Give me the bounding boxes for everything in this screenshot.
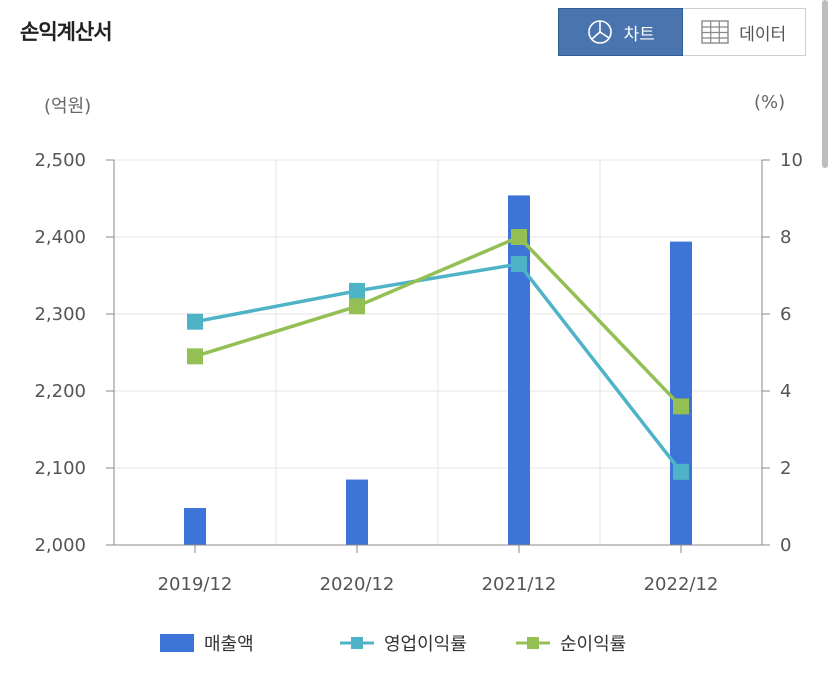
marker-net-margin <box>187 348 203 365</box>
legend-item-net-margin[interactable]: 순이익률 <box>516 630 626 656</box>
left-axis-unit: (억원) <box>44 96 92 117</box>
marker-net-margin <box>511 229 527 245</box>
right-axis-tick-label: 10 <box>780 150 803 171</box>
legend: 매출액 영업이익률 순이익률 <box>0 630 828 658</box>
page-title: 손익계산서 <box>20 20 113 44</box>
right-axis-tick-label: 0 <box>780 535 791 556</box>
right-axis-tick-label: 8 <box>780 227 791 248</box>
left-axis-tick-label: 2,400 <box>34 227 86 248</box>
chart-tab-label: 차트 <box>623 24 655 45</box>
marker-operating-margin <box>187 313 203 330</box>
line-operating-margin <box>194 262 683 473</box>
data-tab[interactable]: 데이터 <box>682 8 806 56</box>
x-axis-tick-label: 2022/12 <box>644 574 719 595</box>
x-axis-tick-label: 2019/12 <box>158 574 233 595</box>
view-toggle: 차트 데이터 <box>558 8 806 56</box>
right-axis-tick-label: 6 <box>780 304 791 325</box>
left-axis-tick-label: 2,000 <box>34 535 86 556</box>
bar-sales <box>184 508 206 545</box>
bar-sales <box>670 241 692 545</box>
pie-chart-icon <box>587 20 612 44</box>
left-axis-tick-label: 2,200 <box>34 381 86 402</box>
scrollbar[interactable] <box>822 0 828 168</box>
x-axis-tick-label: 2020/12 <box>320 574 395 595</box>
legend-label-sales: 매출액 <box>204 634 254 655</box>
legend-swatch-net <box>516 637 550 649</box>
legend-label-operating-margin: 영업이익률 <box>384 634 467 655</box>
left-axis-tick-label: 2,300 <box>34 304 86 325</box>
bar-sales <box>346 479 368 545</box>
legend-swatch-bar <box>160 634 194 652</box>
chart-plot: 2,000 0 2,100 2 2,200 4 2,300 6 2,400 8 2,500 10 201… <box>34 150 803 595</box>
marker-net-margin <box>349 298 365 315</box>
marker-operating-margin <box>349 282 365 299</box>
right-axis-tick-label: 4 <box>780 381 791 402</box>
legend-label-net-margin: 순이익률 <box>560 634 627 655</box>
right-axis-unit: (%) <box>754 92 786 113</box>
line-net-margin <box>194 235 683 408</box>
bar-sales <box>508 195 530 546</box>
left-axis-tick-label: 2,100 <box>34 458 86 479</box>
legend-item-operating-margin[interactable]: 영업이익률 <box>340 630 467 656</box>
right-axis-tick-label: 2 <box>780 458 791 479</box>
legend-item-sales[interactable]: 매출액 <box>160 630 254 656</box>
left-axis-tick-label: 2,500 <box>34 150 86 171</box>
x-axis-tick-label: 2021/12 <box>482 574 557 595</box>
marker-operating-margin <box>673 463 689 480</box>
marker-net-margin <box>673 398 689 415</box>
legend-swatch-operating <box>340 637 374 649</box>
chart-tab[interactable]: 차트 <box>558 8 683 56</box>
data-tab-label: 데이터 <box>739 24 787 45</box>
marker-operating-margin <box>511 255 527 272</box>
table-grid-icon <box>701 20 729 44</box>
